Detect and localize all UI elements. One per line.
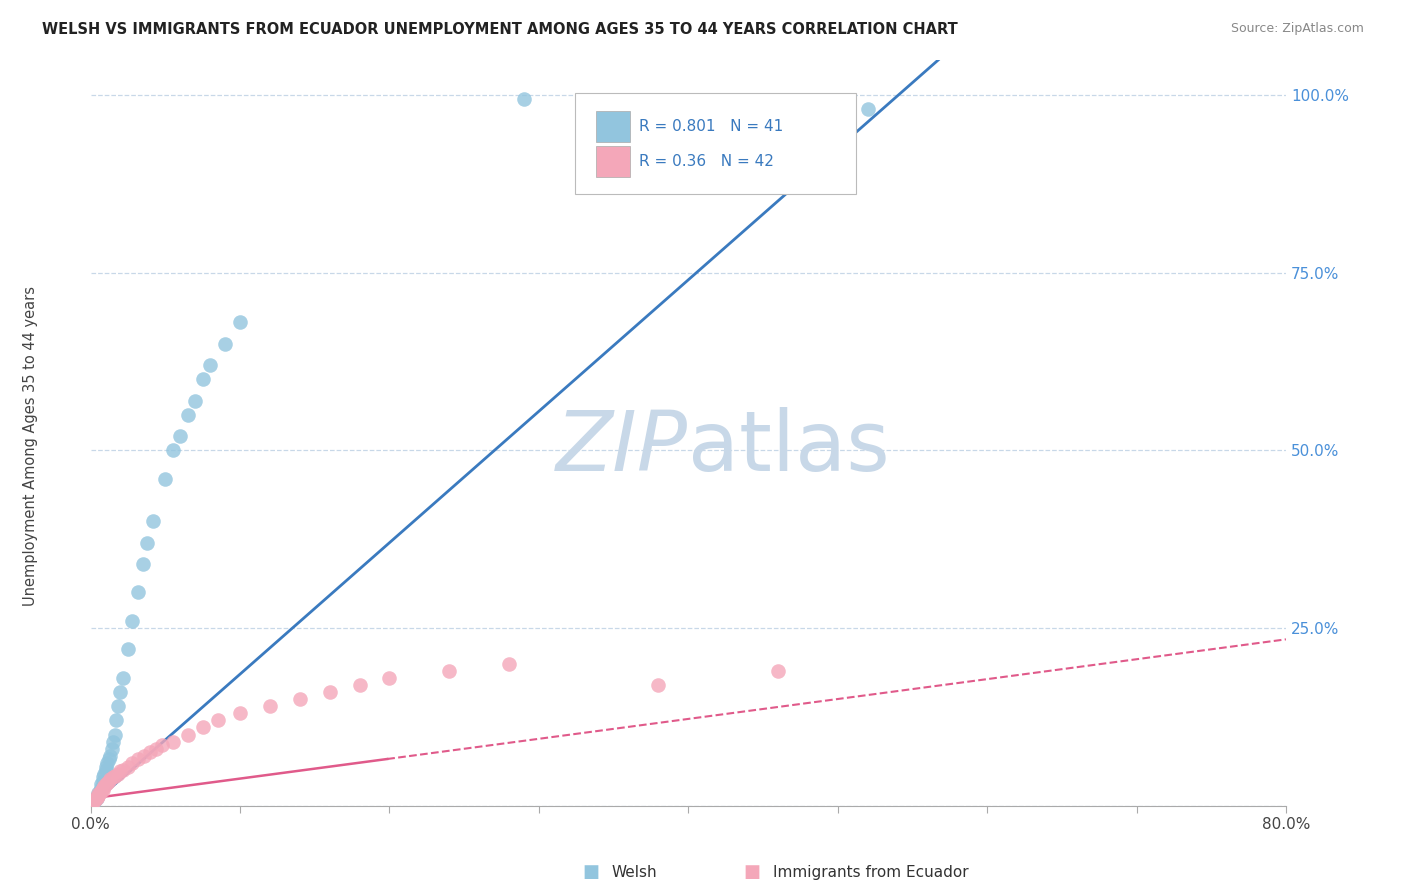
Point (93, 779, 115, 793)
Point (169, 429, 191, 443)
Point (86, 791, 108, 805)
Point (86, 790, 108, 805)
Point (142, 515, 165, 529)
Point (145, 741, 167, 756)
Text: atlas: atlas (689, 407, 890, 488)
Point (259, 699, 281, 714)
Point (84, 793, 107, 807)
Point (94, 777, 117, 791)
Point (103, 769, 125, 783)
Point (91, 780, 114, 795)
Text: ZIP: ZIP (557, 407, 689, 488)
Point (90, 777, 112, 791)
Point (93, 766, 115, 780)
Text: Welsh: Welsh (612, 865, 657, 880)
Point (191, 372, 214, 386)
Point (117, 642, 139, 657)
Point (229, 706, 252, 721)
Point (91, 773, 114, 788)
Point (288, 692, 311, 706)
Point (132, 557, 155, 571)
Point (91, 783, 114, 797)
Point (83, 794, 105, 808)
Point (103, 727, 125, 741)
Point (112, 671, 135, 685)
Point (229, 316, 252, 330)
Point (121, 756, 143, 770)
Point (86, 791, 108, 805)
Point (318, 685, 340, 699)
Point (207, 714, 229, 728)
Point (647, 678, 669, 692)
Point (98, 772, 121, 786)
Point (191, 721, 214, 735)
Point (87, 789, 110, 803)
Point (177, 727, 200, 741)
Point (82, 797, 104, 811)
Point (94, 759, 117, 773)
Point (83, 795, 105, 809)
Text: ■: ■ (582, 863, 599, 881)
Point (87, 787, 110, 801)
Point (107, 699, 129, 714)
Text: Source: ZipAtlas.com: Source: ZipAtlas.com (1230, 22, 1364, 36)
Point (107, 766, 129, 780)
Text: Unemployment Among Ages 35 to 44 years: Unemployment Among Ages 35 to 44 years (24, 286, 38, 606)
Point (91, 770, 114, 784)
Point (177, 408, 200, 422)
Point (439, 664, 461, 678)
Bar (596, 146, 630, 178)
Point (139, 745, 162, 759)
Point (184, 393, 207, 408)
Point (97, 773, 120, 788)
Text: Immigrants from Ecuador: Immigrants from Ecuador (773, 865, 969, 880)
Point (150, 738, 173, 752)
Point (90, 780, 112, 795)
Point (110, 764, 132, 779)
Point (84, 793, 107, 807)
Point (96, 756, 118, 770)
Point (98, 748, 121, 763)
Text: ■: ■ (744, 863, 761, 881)
Point (127, 585, 149, 599)
FancyBboxPatch shape (575, 93, 856, 194)
Point (127, 752, 149, 766)
Point (198, 358, 221, 372)
Point (87, 788, 110, 802)
Point (96, 776, 118, 790)
Bar (596, 112, 630, 143)
Point (100, 741, 122, 756)
Point (134, 748, 156, 763)
Point (105, 714, 128, 728)
Point (155, 472, 177, 486)
Point (349, 678, 371, 692)
Point (214, 336, 236, 351)
Point (90, 784, 112, 798)
Point (89, 786, 111, 800)
Text: WELSH VS IMMIGRANTS FROM ECUADOR UNEMPLOYMENT AMONG AGES 35 TO 44 YEARS CORRELAT: WELSH VS IMMIGRANTS FROM ECUADOR UNEMPLO… (42, 22, 957, 37)
Point (378, 671, 401, 685)
Point (101, 770, 124, 784)
Point (766, 664, 789, 678)
Point (498, 657, 520, 671)
Point (162, 734, 184, 748)
Point (513, 92, 536, 106)
Point (89, 784, 111, 798)
Text: R = 0.36   N = 42: R = 0.36 N = 42 (640, 154, 775, 169)
Point (162, 443, 184, 458)
Point (86, 790, 108, 805)
Point (117, 759, 139, 773)
Point (101, 734, 124, 748)
Point (87, 786, 110, 800)
Point (112, 763, 135, 777)
Point (136, 535, 159, 549)
Text: R = 0.801   N = 41: R = 0.801 N = 41 (640, 120, 783, 134)
Point (121, 614, 143, 628)
Point (97, 752, 120, 766)
Point (856, 103, 879, 117)
Point (94, 763, 117, 777)
Point (110, 685, 132, 699)
